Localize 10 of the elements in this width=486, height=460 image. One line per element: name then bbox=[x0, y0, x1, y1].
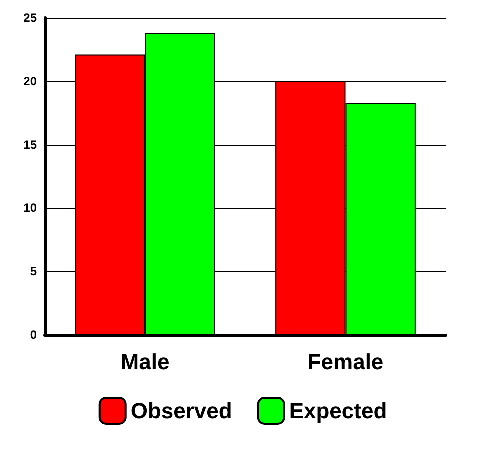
y-tick-label: 10 bbox=[24, 201, 38, 216]
legend-label: Observed bbox=[130, 398, 232, 424]
y-tick-label: 25 bbox=[24, 11, 38, 25]
y-tick-label: 15 bbox=[24, 138, 38, 152]
x-tick-label: Female bbox=[308, 350, 384, 374]
y-tick-label: 5 bbox=[30, 264, 38, 279]
x-tick-label: Male bbox=[120, 350, 170, 374]
y-tick-label: 20 bbox=[24, 74, 38, 88]
y-tick-label: 0 bbox=[30, 328, 38, 342]
legend-label: Expected bbox=[289, 398, 388, 424]
